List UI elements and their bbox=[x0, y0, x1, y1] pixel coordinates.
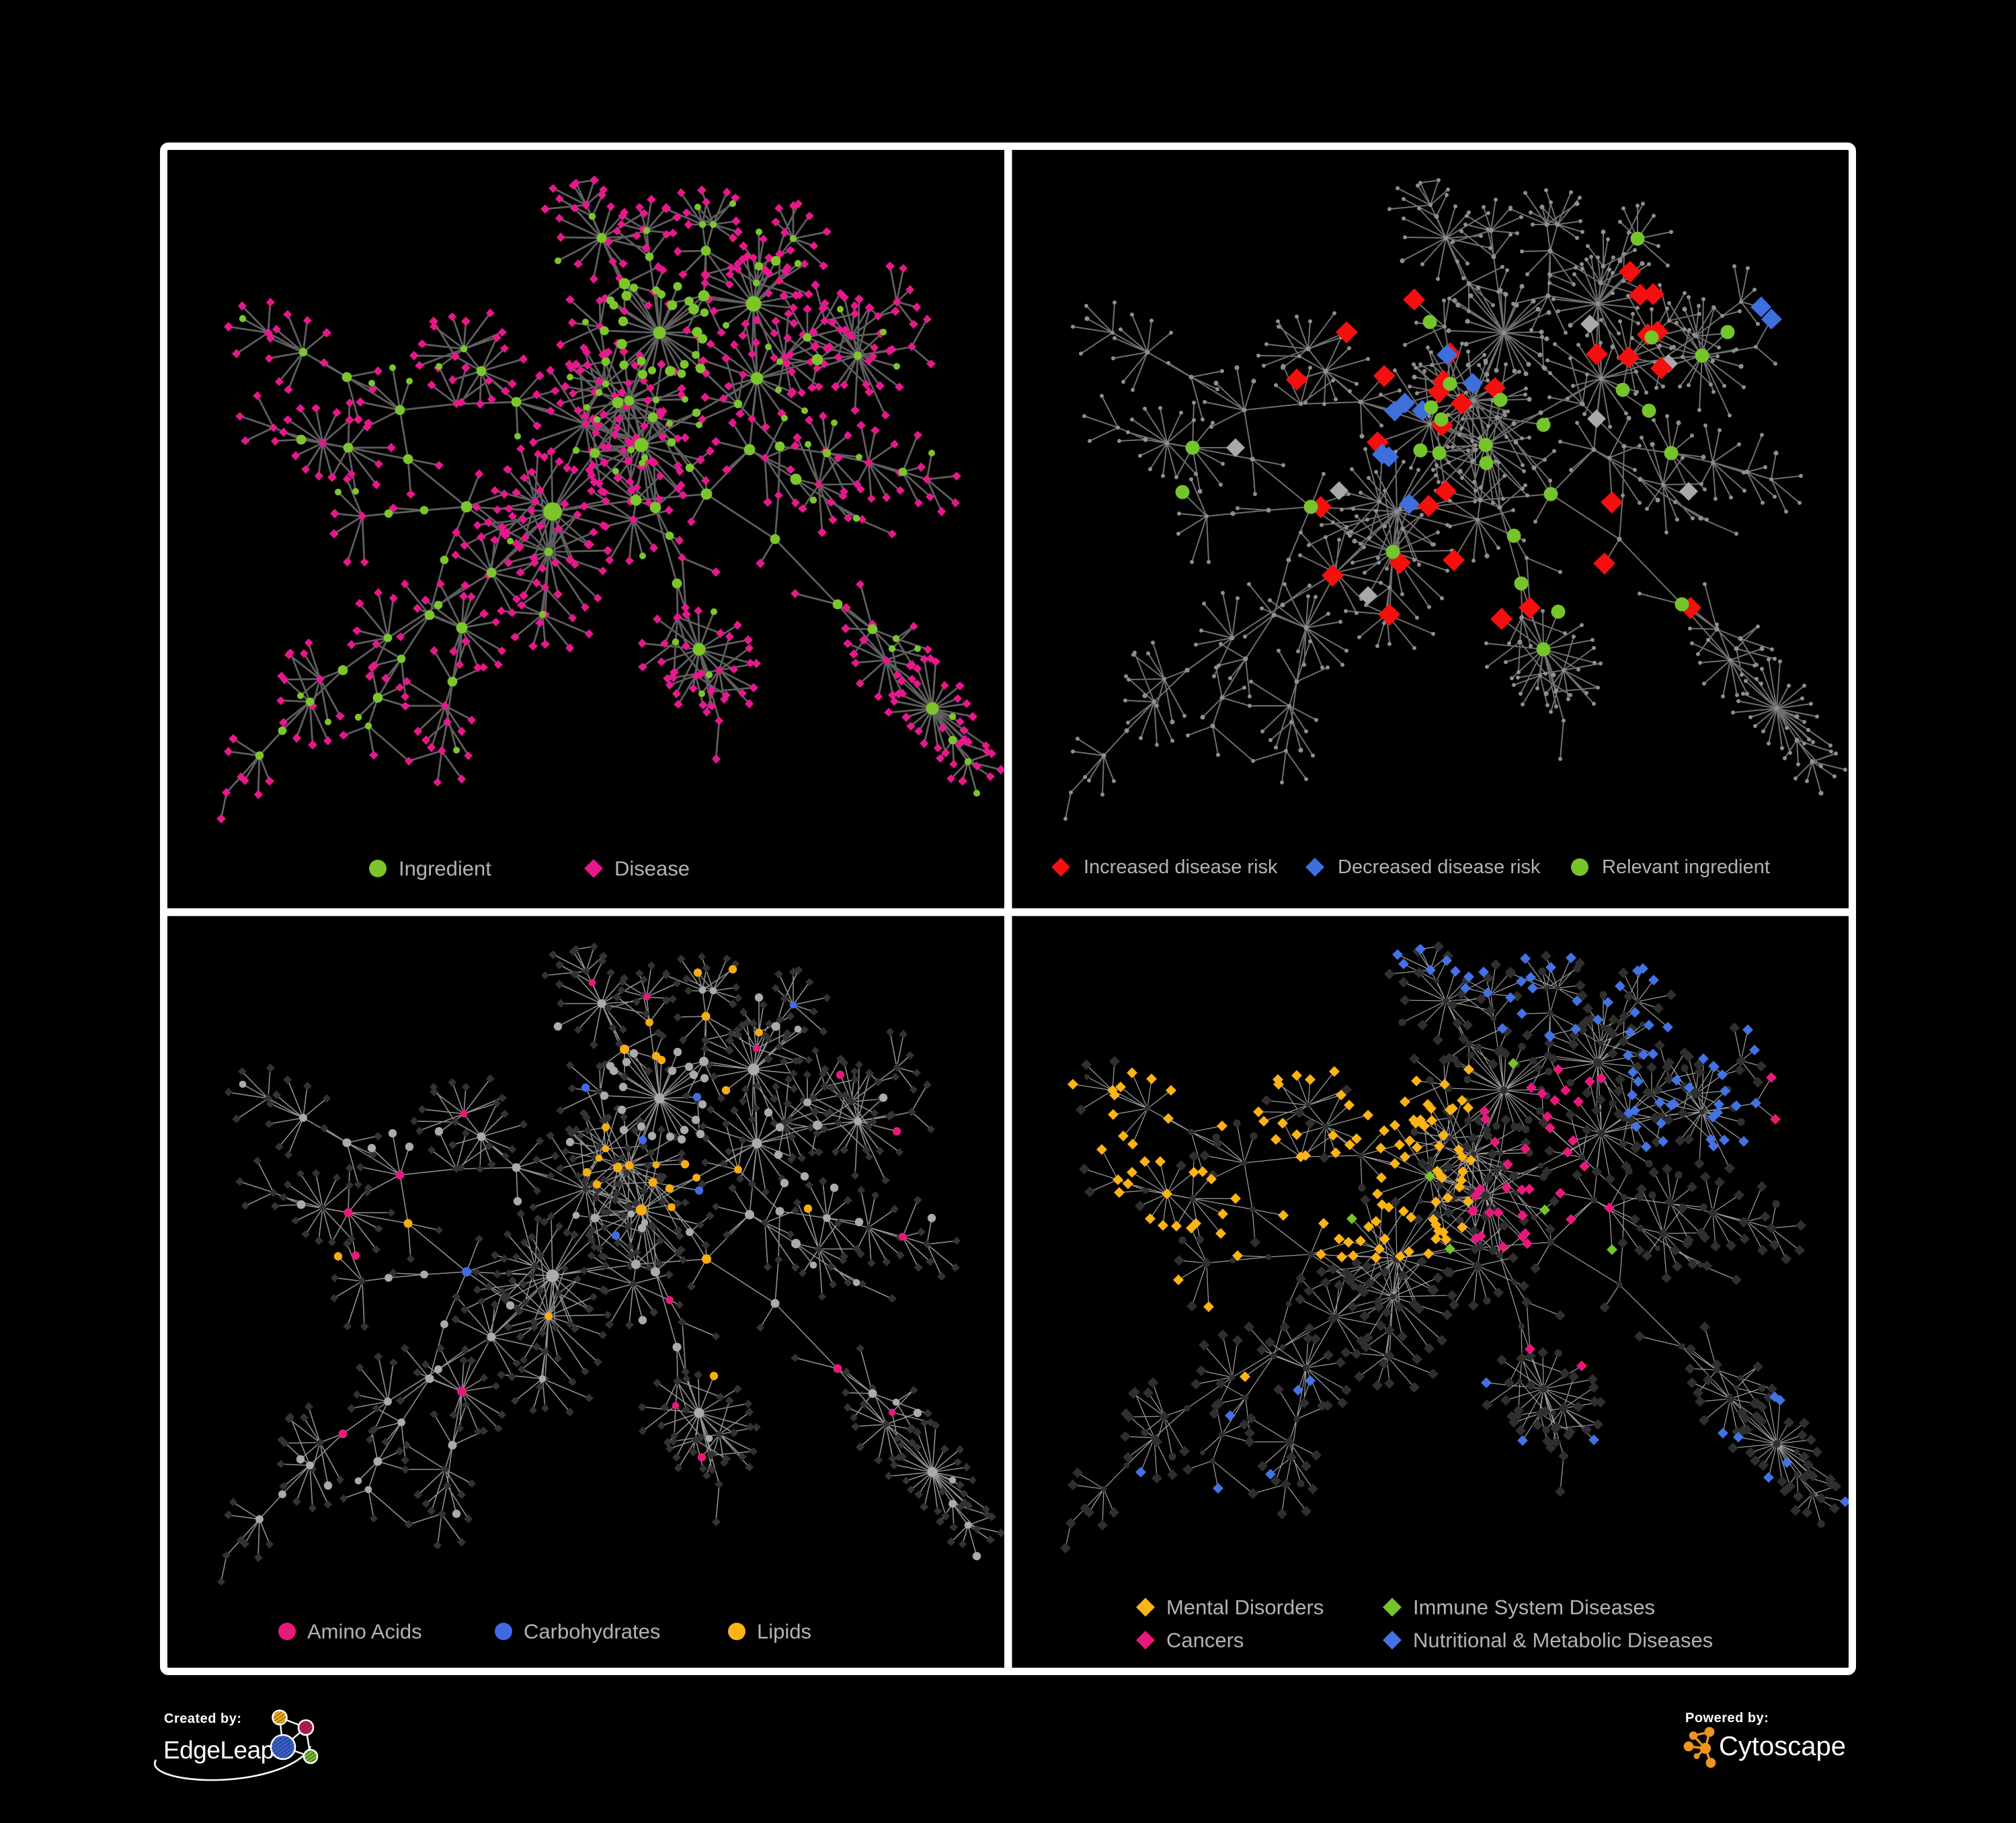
svg-text:Lipids: Lipids bbox=[757, 1620, 811, 1644]
svg-text:Decreased disease risk: Decreased disease risk bbox=[1338, 856, 1541, 878]
svg-text:Nutritional & Metabolic Diseas: Nutritional & Metabolic Diseases bbox=[1413, 1629, 1713, 1652]
svg-text:Disease: Disease bbox=[614, 857, 690, 881]
svg-text:Ingredient: Ingredient bbox=[399, 857, 491, 881]
svg-text:Increased disease risk: Increased disease risk bbox=[1084, 856, 1278, 878]
svg-text:Powered by:: Powered by: bbox=[1685, 1711, 1769, 1726]
svg-text:Cytoscape: Cytoscape bbox=[1719, 1732, 1846, 1761]
svg-text:Relevant ingredient: Relevant ingredient bbox=[1602, 856, 1770, 878]
svg-text:Created by:: Created by: bbox=[164, 1711, 242, 1726]
svg-text:Amino Acids: Amino Acids bbox=[307, 1620, 422, 1644]
svg-text:Mental Disorders: Mental Disorders bbox=[1166, 1596, 1324, 1619]
svg-text:Carbohydrates: Carbohydrates bbox=[524, 1620, 660, 1644]
svg-text:Cancers: Cancers bbox=[1166, 1629, 1244, 1652]
svg-text:EdgeLeap: EdgeLeap bbox=[163, 1736, 274, 1764]
svg-text:Immune System Diseases: Immune System Diseases bbox=[1413, 1596, 1655, 1619]
